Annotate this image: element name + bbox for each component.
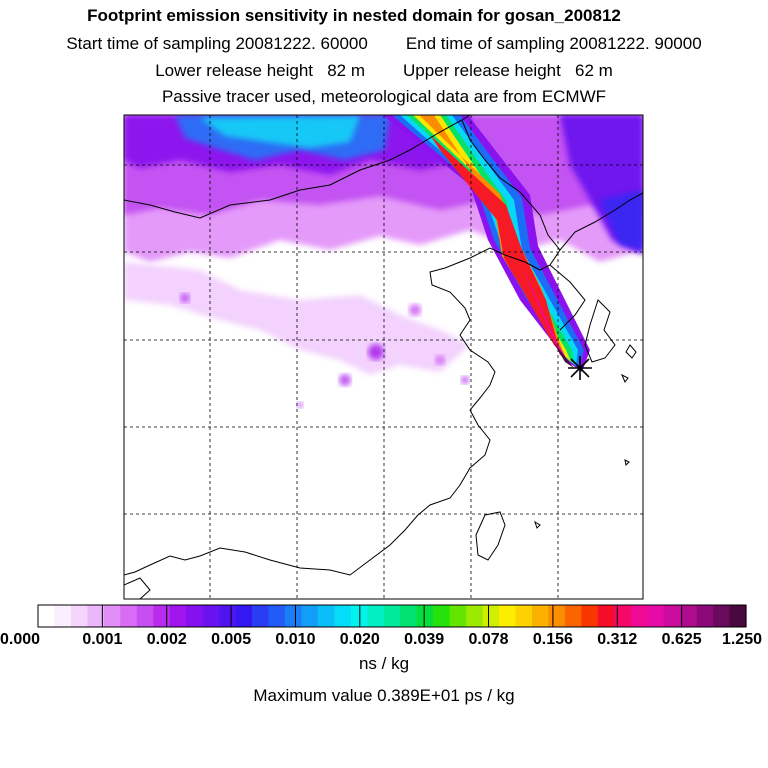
colorbar-tick-label: 0.039: [404, 631, 444, 648]
colorbar-swatch: [449, 605, 467, 627]
colorbar-swatch: [581, 605, 599, 627]
colorbar-tick-label: 0.001: [82, 631, 122, 648]
colorbar-frame: [37, 604, 747, 628]
colorbar-swatch: [103, 605, 121, 627]
end-time-value: 20081222. 90000: [569, 34, 702, 53]
colorbar-swatch: [169, 605, 187, 627]
colorbar-swatch: [284, 605, 303, 627]
colorbar-swatch: [466, 605, 484, 627]
colorbar-swatch: [647, 605, 665, 627]
colorbar-swatch: [680, 605, 698, 627]
colorbar-swatch: [235, 605, 253, 627]
colorbar-swatch: [663, 605, 681, 627]
colorbar-swatch: [482, 605, 500, 627]
start-time-value: 20081222. 60000: [235, 34, 368, 53]
colorbar-swatch: [696, 605, 714, 627]
colorbar-swatch: [87, 605, 105, 627]
colorbar-swatch: [334, 605, 352, 627]
colorbar-swatch: [268, 605, 286, 627]
colorbar-tick-label: 0.312: [597, 631, 637, 648]
colorbar-swatch: [186, 605, 204, 627]
colorbar-swatch: [400, 605, 418, 627]
map-frame: [123, 114, 644, 600]
colorbar-ticks: 0.000 0.001 0.002 0.005 0.010 0.020 0.039 0.078…: [0, 604, 762, 648]
tracer-note: Passive tracer used, meteorological data…: [161, 87, 607, 106]
maximum-value-text: Maximum value 0.389E+01 ps / kg: [253, 686, 515, 705]
plot-title: Footprint emission sensitivity in nested…: [87, 6, 621, 25]
colorbar-swatch: [70, 605, 88, 627]
colorbar-swatch: [614, 605, 632, 627]
sampling-time-line: Start time of sampling 20081222. 60000 En…: [0, 34, 768, 54]
release-height-line: Lower release height 82 m Upper release h…: [0, 61, 768, 81]
colorbar-swatch: [548, 605, 566, 627]
colorbar-swatch: [416, 605, 434, 627]
colorbar-swatch: [54, 605, 72, 627]
colorbar-swatch: [367, 605, 385, 627]
start-time-label: Start time of sampling: [66, 34, 231, 53]
colorbar-swatch: [433, 605, 451, 627]
colorbar-swatch: [383, 605, 401, 627]
colorbar-swatch: [499, 605, 517, 627]
colorbar-tick-label: 0.010: [275, 631, 315, 648]
colorbar-swatch: [531, 605, 550, 627]
end-time-label: End time of sampling: [405, 34, 565, 53]
colorbar-swatch: [515, 605, 533, 627]
colorbar-swatch: [597, 605, 615, 627]
colorbar-tick-label: 0.000: [0, 631, 40, 648]
colorbar-swatch: [120, 605, 138, 627]
colorbar-swatch: [317, 605, 335, 627]
colorbar-units: ns / kg: [358, 654, 410, 673]
colorbar-swatch: [219, 605, 237, 627]
upper-height-value: 62 m: [575, 61, 613, 80]
colorbar-tick-label: 1.250: [722, 631, 762, 648]
colorbar-tick-label: 0.078: [469, 631, 509, 648]
colorbar-swatch: [202, 605, 220, 627]
release-site-star-icon: [568, 356, 592, 380]
colorbar-swatch: [630, 605, 648, 627]
colorbar-swatch: [252, 605, 270, 627]
colorbar-swatch: [136, 605, 154, 627]
lower-height-label: Lower release height: [155, 61, 314, 80]
colorbar-tick-label: 0.002: [147, 631, 187, 648]
colorbar-swatch: [38, 605, 56, 627]
lower-height-value: 82 m: [327, 61, 365, 80]
colorbar-tick-label: 0.625: [662, 631, 702, 648]
colorbar: [38, 605, 747, 627]
upper-height-label: Upper release height: [403, 61, 561, 80]
colorbar-tick-label: 0.005: [211, 631, 251, 648]
colorbar-swatch: [153, 605, 171, 627]
colorbar-tick-label: 0.156: [533, 631, 573, 648]
colorbar-swatch: [729, 605, 747, 627]
colorbar-tick-label: 0.020: [340, 631, 380, 648]
colorbar-swatch: [564, 605, 582, 627]
sensitivity-field: [124, 115, 643, 599]
colorbar-swatch: [713, 605, 731, 627]
colorbar-swatch: [301, 605, 319, 627]
